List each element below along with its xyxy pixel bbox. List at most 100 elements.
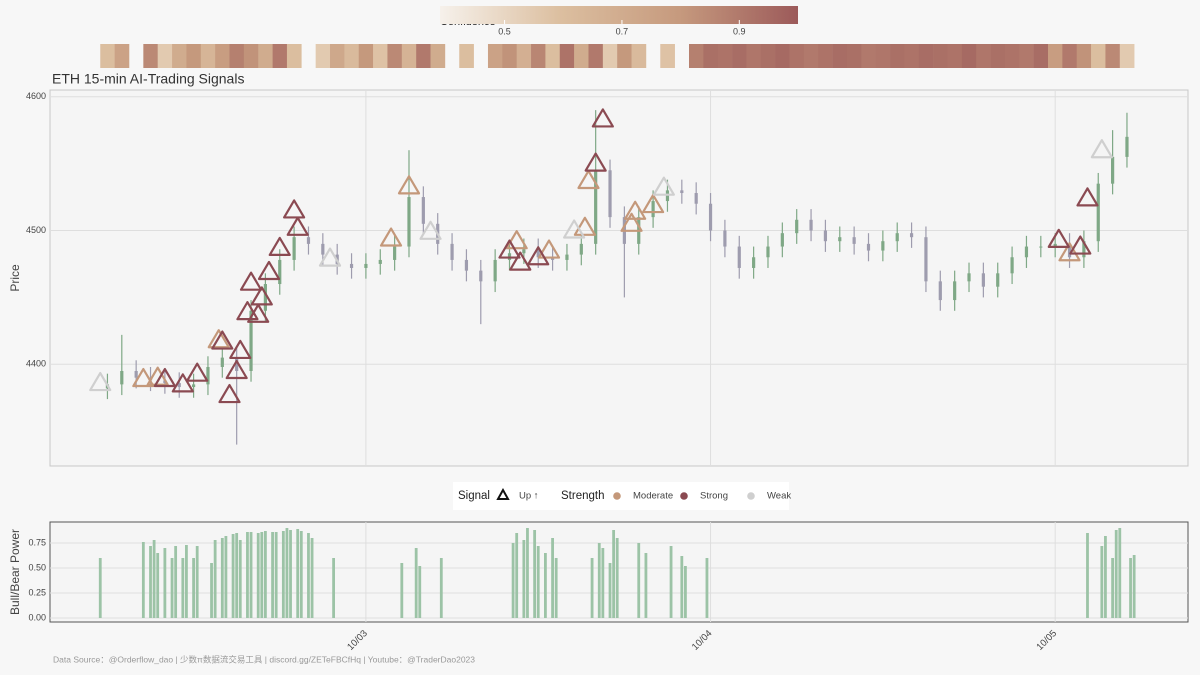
bar — [260, 532, 264, 618]
signal-marker — [236, 301, 259, 321]
bar — [637, 543, 641, 618]
candle-body — [206, 366, 210, 385]
signal-marker — [563, 219, 586, 239]
bar — [152, 540, 156, 618]
confidence-cell — [890, 44, 905, 68]
y-tick-label: 4500 — [26, 225, 46, 235]
candle-body — [565, 254, 569, 260]
bar — [195, 546, 199, 618]
colorbar — [440, 6, 798, 24]
confidence-cell — [373, 44, 388, 68]
candle-body — [780, 233, 784, 247]
y-tick-label: 0.75 — [28, 537, 46, 547]
candle-body — [393, 246, 397, 260]
bar — [669, 546, 673, 618]
signal-marker — [498, 239, 521, 259]
confidence-cell — [875, 44, 891, 68]
confidence-cell — [531, 44, 546, 68]
confidence-cell — [1047, 44, 1063, 68]
signal-marker — [186, 362, 209, 382]
candle-body — [191, 384, 196, 388]
legend-label: Moderate — [633, 491, 673, 502]
bar — [238, 540, 242, 618]
signal-marker — [624, 200, 647, 220]
signal-marker — [225, 359, 248, 380]
confidence-cell — [186, 44, 202, 68]
chart-title: ETH 15-min AI-Trading Signals — [52, 71, 244, 87]
candle-body — [493, 259, 497, 282]
confidence-cell — [1004, 44, 1020, 68]
candle-body — [967, 273, 971, 282]
signal-marker — [207, 329, 230, 349]
signal-marker — [89, 371, 112, 392]
confidence-cell — [717, 44, 733, 68]
candle-body — [1096, 183, 1100, 242]
signal-marker — [1047, 228, 1070, 248]
signal-marker — [211, 330, 234, 350]
bar — [213, 540, 217, 618]
bar — [1129, 558, 1132, 618]
bar — [170, 558, 174, 618]
confidence-cell — [416, 44, 431, 68]
signal-marker — [1058, 242, 1081, 262]
confidence-cell — [229, 44, 245, 68]
candle-body — [364, 263, 368, 268]
confidence-cell — [732, 44, 747, 68]
bar — [274, 532, 278, 618]
confidence-cell — [976, 44, 991, 68]
legend-icon — [496, 487, 510, 500]
signal-marker — [537, 239, 561, 259]
confidence-cell — [789, 44, 805, 68]
candle-body — [809, 219, 813, 231]
candle-body — [249, 310, 253, 371]
bar — [289, 530, 292, 618]
bar — [414, 548, 418, 618]
bar — [224, 536, 228, 618]
colorbar-tick-label: 0.5 — [498, 26, 511, 36]
bar — [285, 528, 289, 618]
bar — [554, 558, 558, 618]
bar — [256, 533, 260, 618]
candle-body — [823, 230, 828, 242]
signal-marker — [250, 286, 273, 306]
bar — [141, 542, 145, 618]
signal-marker — [1090, 139, 1113, 159]
legend-marker — [680, 492, 688, 500]
candle-body — [407, 197, 411, 247]
candle-body — [1067, 243, 1072, 258]
bar — [1104, 536, 1107, 618]
signal-marker — [397, 175, 421, 195]
confidence-cell — [315, 44, 331, 68]
candle-body — [1082, 241, 1086, 258]
candle-body — [120, 370, 124, 385]
signal-marker — [286, 216, 309, 236]
candle-body — [134, 370, 138, 378]
confidence-cell — [746, 44, 762, 68]
bar — [263, 531, 267, 618]
confidence-cell — [387, 44, 403, 68]
bar — [418, 566, 422, 618]
confidence-cell — [1091, 44, 1106, 68]
bar — [526, 528, 529, 618]
signal-marker — [620, 212, 643, 232]
bar — [332, 558, 336, 618]
confidence-cell — [803, 44, 819, 68]
confidence-cell — [689, 44, 704, 68]
candle-body — [895, 233, 899, 242]
bar — [1132, 555, 1136, 618]
bar — [597, 543, 601, 618]
bar — [310, 538, 314, 618]
bar — [281, 531, 285, 618]
candle-body — [292, 237, 296, 260]
confidence-cell — [1119, 44, 1135, 68]
signal-marker — [591, 108, 614, 128]
candle-body — [263, 284, 267, 311]
candle-body — [1024, 246, 1029, 258]
candle-body — [536, 249, 540, 258]
candle-body — [909, 233, 914, 238]
confidence-cell — [703, 44, 719, 68]
candle-body — [680, 190, 684, 194]
confidence-cell — [358, 44, 374, 68]
candle-body — [752, 257, 756, 268]
candle-body — [235, 357, 239, 371]
